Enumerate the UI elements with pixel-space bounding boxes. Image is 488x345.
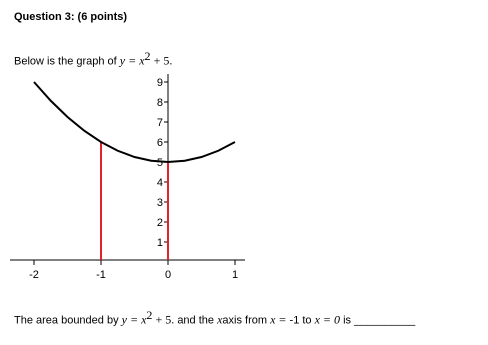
graph: -2 -1 0 1 1 2 3 4 5 6 7 8 9 [10, 74, 245, 281]
question-title: Question 3: (6 points) [14, 11, 128, 23]
x-tick-label: 0 [165, 269, 171, 281]
y-tick-label: 9 [157, 77, 163, 89]
equation-power: 2 [146, 308, 153, 322]
y-tick-label: 1 [157, 237, 163, 249]
equation-left: y = x [121, 312, 147, 327]
axis-var: x [217, 312, 223, 327]
intro: Below is the graph of y = x2 + 5. [14, 49, 172, 69]
y-tick-label: 2 [157, 217, 163, 229]
equation-left: y = x [119, 53, 145, 68]
intro-text: Below is the graph of [14, 55, 117, 68]
equation-right: + 5. [155, 312, 175, 327]
prompt: The area bounded by y = x2 + 5. and the … [14, 308, 415, 328]
equation-power: 2 [144, 49, 151, 63]
x-tick-label: -1 [96, 269, 106, 281]
prompt-text: The area bounded by [14, 314, 119, 327]
y-tick-label: 5 [157, 157, 163, 169]
answer-blank: __________ [354, 314, 416, 327]
prompt-text: axis from [222, 314, 268, 327]
x-tick-label: -2 [29, 269, 39, 281]
equation-right: + 5. [153, 53, 173, 68]
y-tick-label: 6 [157, 137, 163, 149]
bound: x = 0 [314, 312, 341, 327]
y-tick-label: 8 [157, 97, 163, 109]
bound: x = [270, 312, 290, 327]
y-tick-label: 4 [157, 177, 163, 189]
prompt-text: -1 to [289, 314, 312, 327]
x-tick-label: 1 [232, 269, 238, 281]
curve [33, 81, 236, 164]
prompt-text: is [343, 314, 352, 327]
y-tick-label: 3 [157, 197, 163, 209]
y-tick-label: 7 [157, 117, 163, 129]
prompt-text: and the [177, 314, 218, 327]
